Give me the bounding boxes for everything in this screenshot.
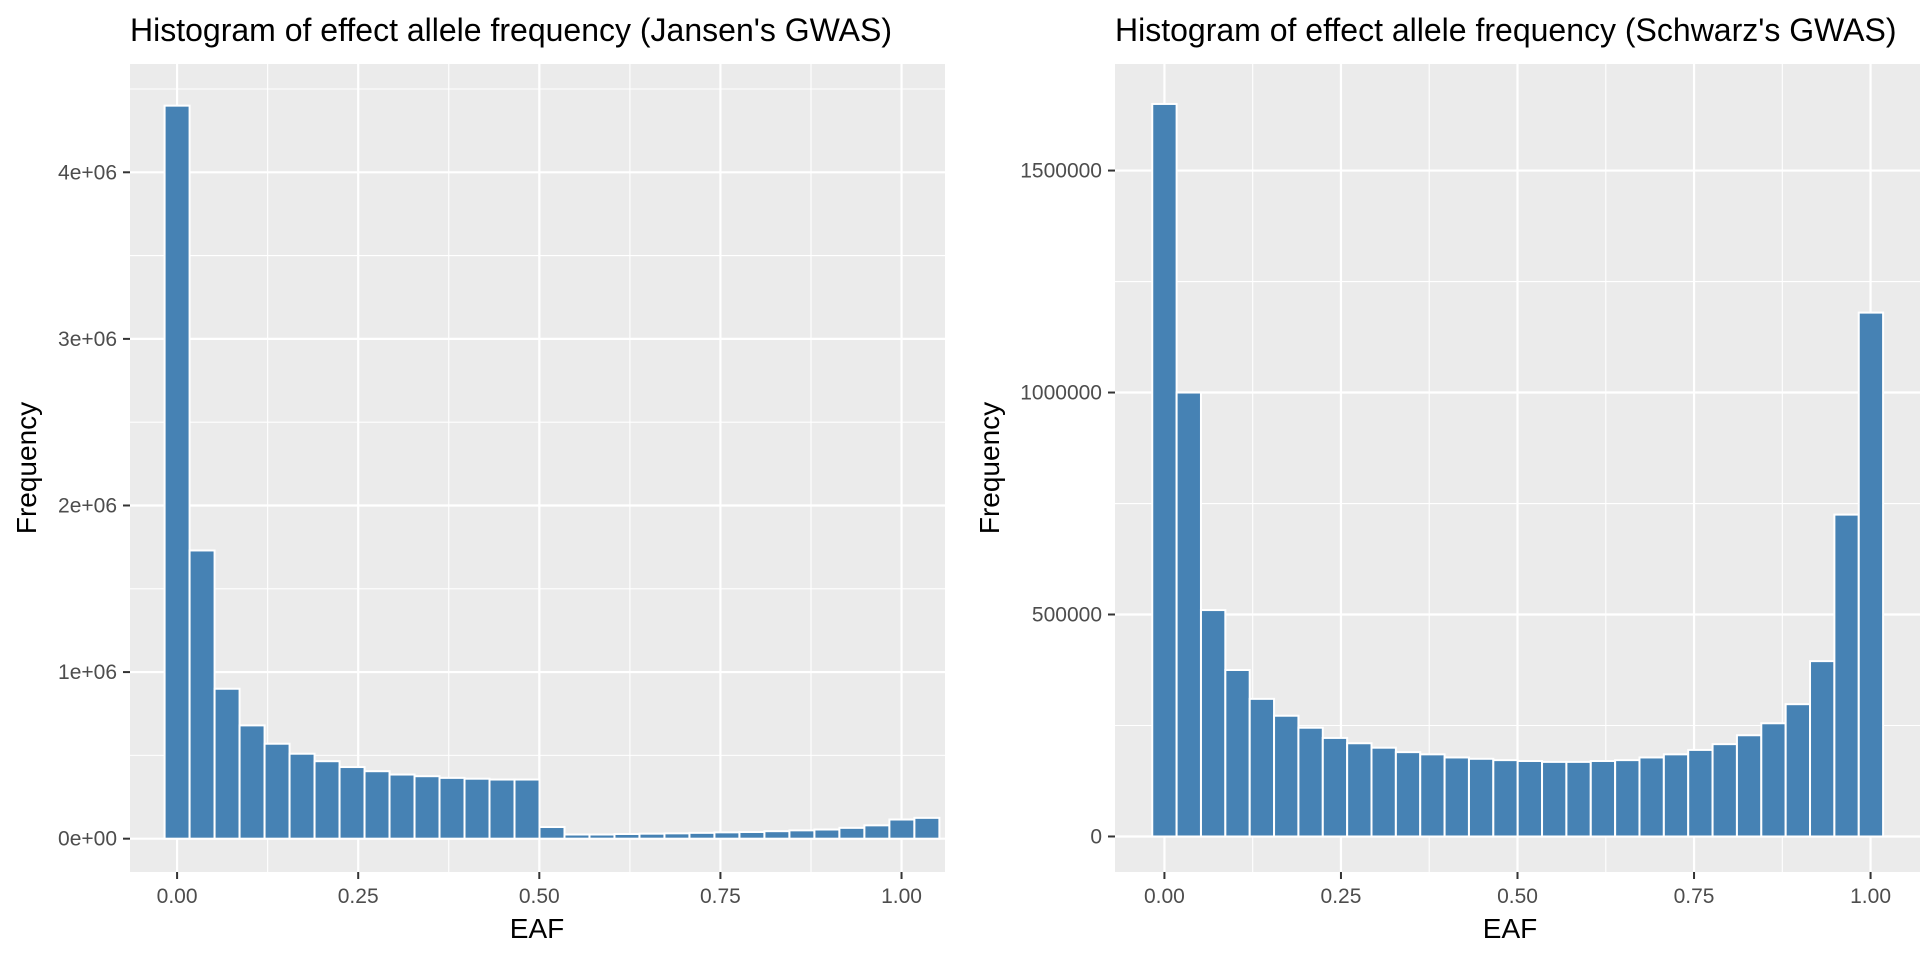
left-chart-title: Histogram of effect allele frequency (Ja… — [130, 12, 892, 48]
left-histogram-bar — [738, 831, 766, 840]
left-histogram-bar — [313, 760, 341, 840]
right-histogram-bar — [1321, 736, 1349, 838]
left-histogram-bar — [913, 816, 941, 840]
left-histogram-bar — [563, 833, 591, 840]
right-histogram-bar — [1175, 391, 1202, 838]
right-histogram-bar — [1297, 726, 1324, 838]
right-x-tick-label: 1.00 — [1850, 885, 1891, 908]
right-histogram-bar — [1248, 697, 1276, 838]
left-histogram-bar — [288, 752, 316, 840]
right-histogram-bar — [1151, 102, 1178, 838]
right-histogram-bar — [1857, 311, 1885, 838]
left-histogram-bar — [888, 818, 916, 840]
left-histogram-bar — [688, 831, 716, 840]
right-histogram-bar — [1638, 756, 1665, 838]
left-histogram-bar — [788, 829, 816, 840]
right-histogram-bar — [1833, 513, 1860, 838]
right-histogram-bar — [1467, 757, 1495, 838]
right-x-tick-label: 0.75 — [1674, 885, 1715, 908]
right-histogram-bar — [1443, 756, 1470, 838]
right-y-tick-label: 1500000 — [1020, 160, 1102, 183]
left-histogram-bar — [338, 766, 366, 840]
right-histogram-bar — [1419, 753, 1446, 838]
left-histogram-bar — [463, 777, 491, 840]
left-x-tick-label: 0.00 — [157, 885, 198, 908]
left-histogram-bar — [663, 832, 691, 840]
left-histogram-bar — [413, 775, 441, 840]
left-histogram-bar — [538, 826, 566, 840]
right-histogram-bar — [1394, 751, 1422, 838]
right-histogram-bar — [1346, 742, 1373, 838]
right-histogram-bar — [1199, 609, 1227, 838]
right-histogram-bar — [1370, 746, 1397, 838]
left-y-axis-title: Frequency — [11, 402, 42, 534]
left-x-axis-title: EAF — [510, 913, 564, 944]
right-histogram-bar — [1687, 748, 1714, 838]
right-histogram-bar — [1565, 760, 1592, 838]
left-histogram-bar — [238, 724, 266, 840]
left-histogram-panel: Histogram of effect allele frequency (Ja… — [11, 12, 945, 944]
left-histogram-bar — [213, 687, 241, 840]
right-histogram-bar — [1516, 760, 1544, 838]
right-histogram-bar — [1492, 759, 1519, 838]
left-bars — [163, 104, 941, 840]
right-x-axis: 0.00 0.25 0.50 0.75 1.00 — [1144, 872, 1891, 908]
right-histogram-bar — [1809, 660, 1836, 838]
left-x-tick-label: 0.25 — [338, 885, 379, 908]
right-histogram-bar — [1711, 743, 1738, 838]
right-histogram-bar — [1541, 760, 1568, 838]
right-x-axis-title: EAF — [1483, 913, 1537, 944]
right-y-tick-label: 0 — [1090, 825, 1102, 848]
left-plot-background — [130, 64, 945, 872]
left-y-tick-label: 2e+06 — [58, 494, 117, 517]
left-histogram-bar — [363, 770, 391, 840]
right-histogram-bar — [1589, 760, 1617, 838]
left-histogram-bar — [263, 742, 291, 840]
left-histogram-bar — [863, 824, 891, 840]
right-y-tick-label: 500000 — [1032, 604, 1102, 627]
right-histogram-panel: Histogram of effect allele frequency (Sc… — [974, 12, 1920, 944]
left-histogram-bar — [163, 104, 191, 840]
left-x-tick-label: 1.00 — [881, 885, 922, 908]
right-histogram-bar — [1784, 703, 1812, 838]
left-histogram-bar — [513, 778, 541, 840]
right-histogram-bar — [1735, 734, 1763, 838]
left-y-axis: 0e+00 1e+06 2e+06 3e+06 4e+06 — [58, 161, 130, 851]
right-y-tick-label: 1000000 — [1020, 382, 1102, 405]
left-x-tick-label: 0.50 — [519, 885, 560, 908]
right-x-tick-label: 0.50 — [1497, 885, 1538, 908]
left-histogram-bar — [838, 826, 866, 840]
right-x-tick-label: 0.00 — [1144, 885, 1185, 908]
left-x-tick-label: 0.75 — [700, 885, 741, 908]
left-histogram-bar — [638, 832, 666, 840]
left-y-tick-label: 0e+00 — [58, 828, 117, 851]
left-histogram-bar — [713, 831, 741, 840]
left-histogram-bar — [813, 828, 841, 840]
left-y-tick-label: 1e+06 — [58, 661, 117, 684]
left-y-tick-label: 4e+06 — [58, 161, 117, 184]
left-histogram-bar — [763, 830, 791, 840]
left-histogram-bar — [588, 833, 616, 840]
left-x-axis: 0.00 0.25 0.50 0.75 1.00 — [157, 872, 922, 908]
right-x-tick-label: 0.25 — [1321, 885, 1362, 908]
right-y-axis: 0 500000 1000000 1500000 — [1020, 160, 1115, 848]
right-histogram-bar — [1662, 753, 1690, 838]
right-histogram-bar — [1760, 722, 1787, 838]
left-histogram-bar — [188, 549, 216, 840]
left-histogram-bar — [438, 776, 466, 840]
right-histogram-bar — [1224, 669, 1251, 838]
left-histogram-bar — [613, 833, 641, 840]
right-bars — [1151, 102, 1885, 838]
right-chart-title: Histogram of effect allele frequency (Sc… — [1115, 12, 1897, 48]
right-y-axis-title: Frequency — [974, 402, 1005, 534]
left-histogram-bar — [388, 773, 416, 840]
left-y-tick-label: 3e+06 — [58, 328, 117, 351]
left-histogram-bar — [488, 778, 516, 840]
right-histogram-bar — [1614, 759, 1641, 838]
right-histogram-bar — [1273, 714, 1300, 838]
